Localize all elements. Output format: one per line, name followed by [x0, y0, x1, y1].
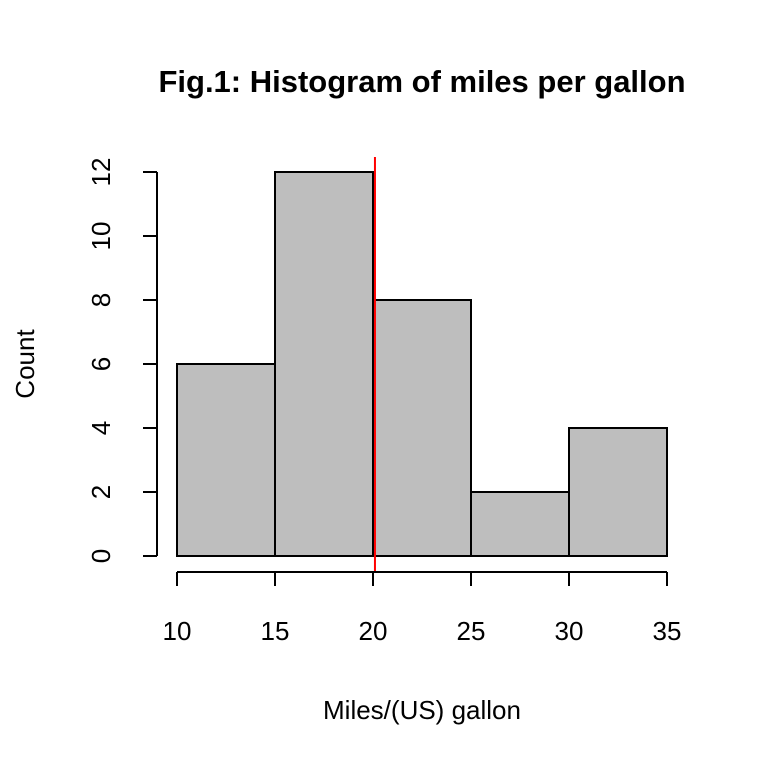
y-tick-label: 4	[86, 421, 116, 435]
y-axis: 0 2 4 6 8 10 12	[86, 158, 158, 563]
histogram-bar-15-20	[274, 171, 374, 557]
histogram-bar-10-15	[176, 363, 276, 557]
y-tick-label: 8	[86, 293, 116, 307]
x-axis-label: Miles/(US) gallon	[323, 695, 521, 725]
x-tick-label: 10	[163, 616, 192, 646]
histogram-bar-25-30	[470, 491, 570, 557]
y-tick-label: 2	[86, 485, 116, 499]
y-tick-label: 0	[86, 549, 116, 563]
y-axis-label: Count	[10, 329, 40, 399]
chart-title: Fig.1: Histogram of miles per gallon	[158, 64, 685, 99]
y-tick-label: 12	[86, 158, 116, 187]
x-tick-label: 35	[653, 616, 682, 646]
x-axis: 10 15 20 25 30 35	[163, 571, 682, 646]
y-tick-label: 10	[86, 222, 116, 251]
y-tick-label: 6	[86, 357, 116, 371]
x-tick-label: 30	[555, 616, 584, 646]
x-tick-label: 20	[359, 616, 388, 646]
histogram-bar-30-35	[568, 427, 668, 557]
bars-group	[176, 171, 668, 557]
x-tick-label: 15	[261, 616, 290, 646]
x-tick-label: 25	[457, 616, 486, 646]
histogram-bar-20-25	[372, 299, 472, 557]
